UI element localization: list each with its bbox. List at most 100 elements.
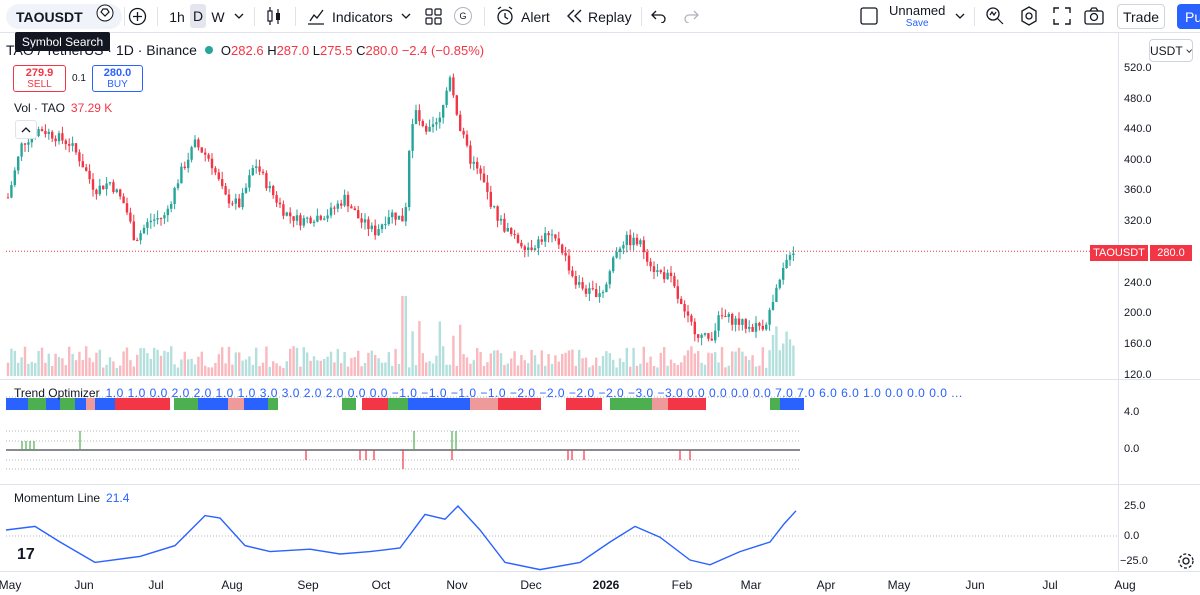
- candle-body: [268, 186, 271, 189]
- replay-icon[interactable]: [566, 9, 582, 23]
- quick-search-icon[interactable]: [985, 6, 1005, 26]
- volume-bar: [91, 362, 95, 376]
- g-badge-icon[interactable]: G: [454, 7, 472, 25]
- candle-body: [258, 166, 261, 172]
- indicators-button[interactable]: Indicators: [332, 8, 393, 25]
- volume-bar: [411, 331, 414, 376]
- volume-bar: [540, 350, 543, 376]
- layout-name: Unnamed: [889, 3, 946, 18]
- sell-button[interactable]: 279.9 SELL: [13, 65, 66, 92]
- candle-body: [98, 185, 101, 195]
- volume-bar: [465, 357, 469, 376]
- chart-area[interactable]: TAO / TetherUS · 1D · Binance O282.6 H28…: [0, 33, 1200, 595]
- candle-body: [659, 270, 662, 273]
- candle-body: [428, 126, 431, 132]
- settings-gear-icon[interactable]: [1019, 6, 1039, 26]
- candle-body: [754, 323, 758, 332]
- candle-body: [343, 194, 346, 206]
- symbol-diamond-icon[interactable]: [96, 4, 114, 22]
- trade-button[interactable]: Trade: [1117, 4, 1165, 29]
- trend-band: [780, 398, 804, 410]
- redo-icon[interactable]: [684, 9, 699, 23]
- volume-bar: [387, 352, 390, 376]
- volume-bar: [629, 366, 632, 376]
- candle-body: [326, 215, 329, 219]
- candle-body: [663, 272, 666, 280]
- volume-bar: [554, 355, 557, 376]
- alert-button[interactable]: Alert: [521, 8, 550, 25]
- volume-bar: [357, 350, 360, 376]
- candle-body: [513, 234, 516, 236]
- candle-body: [163, 215, 166, 219]
- pane-separator[interactable]: [0, 379, 1200, 380]
- volume-bar: [187, 359, 190, 376]
- fullscreen-icon[interactable]: [1053, 7, 1071, 25]
- chevron-down-icon[interactable]: [955, 12, 965, 20]
- tradingview-logo[interactable]: 17: [17, 546, 35, 563]
- candle-body: [758, 323, 761, 326]
- volume-bar: [153, 347, 156, 376]
- alert-clock-icon[interactable]: [495, 6, 515, 26]
- chevron-down-icon[interactable]: [234, 12, 244, 20]
- chart-canvas[interactable]: [0, 33, 1200, 595]
- volume-bar: [108, 357, 112, 376]
- trend-band: [668, 398, 706, 410]
- candle-body: [68, 144, 71, 146]
- compare-add-icon[interactable]: [128, 7, 147, 26]
- symbol-title[interactable]: TAO / TetherUS · 1D · Binance: [6, 42, 197, 58]
- candle-body: [394, 212, 397, 220]
- volume-bar: [717, 362, 720, 376]
- layout-square-icon[interactable]: [860, 7, 878, 25]
- candle-body: [425, 125, 428, 132]
- candle-body: [646, 252, 649, 262]
- volume-bar: [567, 350, 571, 376]
- interval-1w[interactable]: W: [211, 8, 225, 25]
- layout-name-button[interactable]: Unnamed Save: [889, 4, 945, 30]
- candles-icon[interactable]: [266, 6, 282, 26]
- trend-band: [566, 398, 602, 410]
- pane-separator[interactable]: [0, 484, 1200, 485]
- volume-bar: [360, 366, 363, 376]
- chevron-down-icon[interactable]: [401, 12, 411, 20]
- volume-bar: [642, 346, 645, 376]
- volume-bar: [142, 348, 146, 376]
- undo-icon[interactable]: [651, 9, 666, 23]
- layouts-grid-icon[interactable]: [425, 8, 442, 25]
- settings-gear-icon[interactable]: [1177, 552, 1195, 570]
- publish-button[interactable]: Pu: [1177, 4, 1200, 29]
- replay-button[interactable]: Replay: [588, 8, 632, 25]
- candle-body: [173, 187, 176, 205]
- candle-body: [289, 212, 292, 217]
- volume-bar: [537, 364, 540, 376]
- interval-1h[interactable]: 1h: [169, 8, 185, 25]
- candle-body: [319, 215, 322, 220]
- volume-bar: [591, 365, 594, 376]
- volume-legend[interactable]: Vol · TAO 37.29 K: [14, 101, 112, 115]
- candle-body: [581, 282, 584, 289]
- volume-bar: [377, 358, 380, 376]
- volume-bar: [61, 358, 64, 376]
- interval-1d[interactable]: D: [190, 4, 206, 28]
- volume-bar: [714, 352, 717, 376]
- volume-bar: [608, 353, 611, 376]
- candle-body: [775, 287, 778, 302]
- price-label: 360.0: [1124, 184, 1152, 196]
- candle-body: [183, 166, 186, 169]
- camera-icon[interactable]: [1084, 6, 1104, 25]
- volume-bar: [34, 362, 37, 376]
- momentum-legend[interactable]: Momentum Line 21.4: [14, 491, 129, 505]
- trend-optimizer-legend[interactable]: Trend Optimizer 1.0 1.0 0.0 2.0 2.0 1.0 …: [14, 386, 963, 400]
- collapse-legend-button[interactable]: [15, 120, 37, 139]
- currency-select[interactable]: USDT: [1149, 39, 1193, 62]
- volume-bar: [479, 352, 482, 376]
- candle-body: [197, 139, 200, 148]
- volume-bar: [724, 367, 727, 376]
- candle-body: [639, 240, 642, 245]
- volume-bar: [472, 360, 475, 376]
- volume-bar: [482, 365, 486, 376]
- indicators-icon[interactable]: [307, 7, 325, 25]
- buy-button[interactable]: 280.0 BUY: [92, 65, 143, 92]
- volume-bar: [442, 346, 445, 376]
- candle-body: [442, 104, 445, 118]
- trend-band: [198, 398, 228, 410]
